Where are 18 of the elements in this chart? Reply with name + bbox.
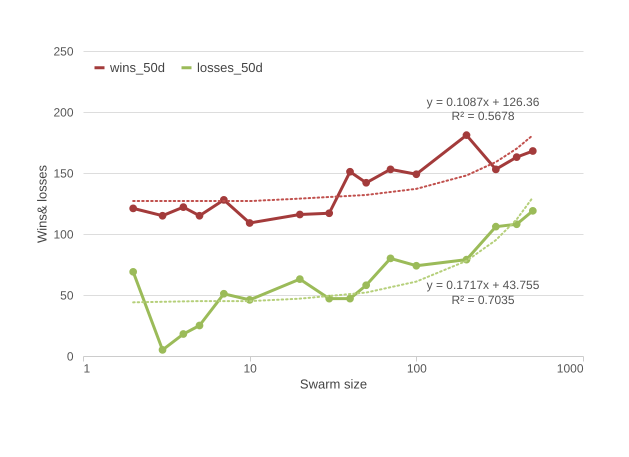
legend-label: wins_50d <box>109 60 165 75</box>
x-tick-label: 1 <box>84 362 90 376</box>
annotation: y = 0.1087x + 126.36 <box>426 95 540 109</box>
legend-label: losses_50d <box>197 60 263 75</box>
annotation: R² = 0.5678 <box>451 109 515 123</box>
y-tick-label: 200 <box>53 106 74 120</box>
x-tick-label: 1000 <box>556 362 584 376</box>
y-tick-label: 100 <box>53 228 74 242</box>
y-axis-title: Wins& losses <box>34 164 50 244</box>
annotation: y = 0.1717x + 43.755 <box>426 278 540 292</box>
x-tick-label: 100 <box>406 362 428 376</box>
x-tick-label: 10 <box>243 362 258 376</box>
y-tick-label: 0 <box>66 350 74 364</box>
x-axis-title: Swarm size <box>300 376 368 392</box>
y-tick-label: 250 <box>53 44 74 58</box>
annotation: R² = 0.7035 <box>451 293 515 307</box>
y-tick-label: 150 <box>53 166 74 180</box>
y-tick-label: 50 <box>60 288 74 302</box>
